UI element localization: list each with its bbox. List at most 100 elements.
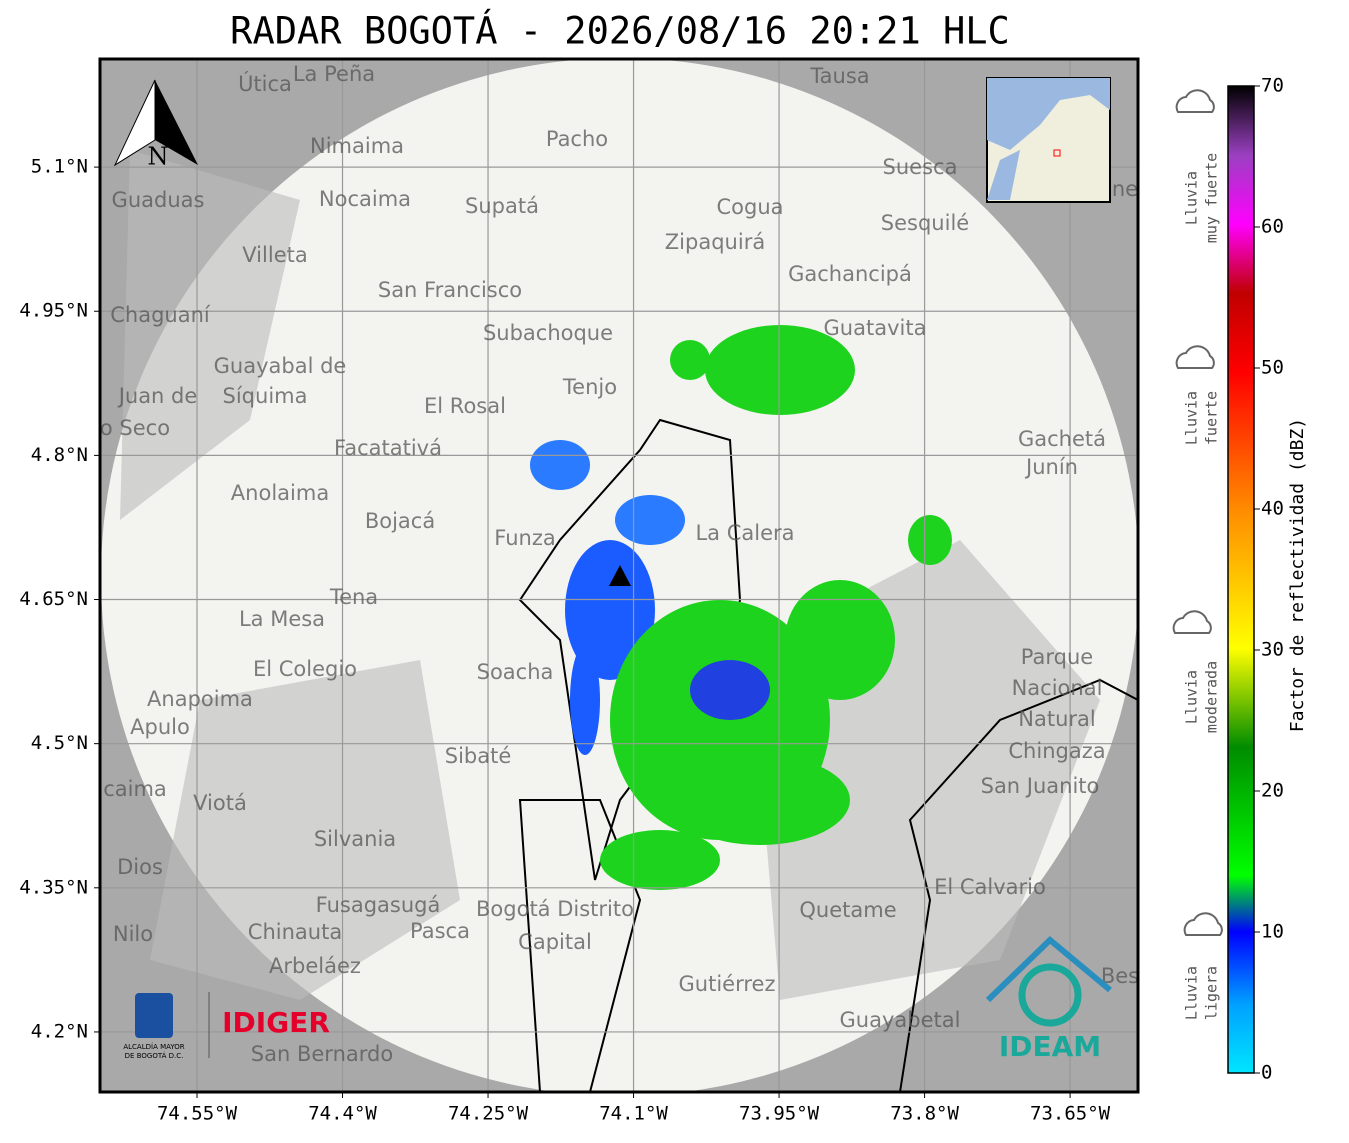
place-name: Pasca	[410, 919, 470, 943]
place-name: Guaduas	[112, 188, 205, 212]
rain-category: fuerte	[1203, 391, 1221, 445]
x-tick-label: 74.4°W	[308, 1103, 377, 1125]
colorbar-tick-label: 0	[1261, 1062, 1272, 1084]
place-name: Chaguaní	[110, 303, 211, 327]
place-name: Fusagasugá	[316, 893, 441, 917]
place-name: Nilo	[113, 922, 153, 946]
x-tick-label: 74.55°W	[157, 1103, 238, 1125]
logo-text: DE BOGOTÁ D.C.	[125, 1051, 184, 1060]
place-name: El Colegio	[253, 657, 357, 681]
place-name: Parque	[1021, 645, 1093, 669]
radar-echoes	[530, 325, 952, 890]
north-arrow	[155, 80, 198, 165]
place-name: Bogotá Distrito	[476, 897, 634, 921]
place-name: Bojacá	[365, 509, 435, 533]
place-name: o Seco	[100, 416, 170, 440]
rain-category: Lluvia	[1183, 966, 1201, 1020]
place-name: Sibaté	[445, 744, 512, 768]
inset-sea	[987, 150, 1020, 200]
place-name: Guatavita	[824, 316, 927, 340]
idiger-logo: IDIGER	[222, 1006, 330, 1039]
place-name: Gutiérrez	[679, 972, 776, 996]
place-name: Guayabetal	[840, 1008, 961, 1032]
place-name: Facatativá	[334, 436, 442, 460]
place-name: Síquima	[223, 384, 308, 408]
place-name: La Calera	[695, 521, 794, 545]
rain-category: Lluvia	[1183, 391, 1201, 445]
x-tick-label: 74.1°W	[599, 1103, 668, 1125]
place-name: El Rosal	[424, 394, 506, 418]
y-tick-label: 4.35°N	[19, 876, 88, 898]
rain-category: Lluvia	[1183, 670, 1201, 724]
terrain	[120, 150, 1100, 1000]
place-name: Dios	[117, 855, 163, 879]
y-tick-label: 4.5°N	[31, 732, 88, 754]
place-name: San Francisco	[378, 278, 522, 302]
place-name: caima	[103, 777, 167, 801]
place-name: San Bernardo	[251, 1042, 393, 1066]
radar-site	[609, 565, 631, 586]
place-name: ne	[1112, 177, 1138, 201]
place-name: Guayabal de	[214, 354, 347, 378]
place-name: Suesca	[883, 155, 958, 179]
y-tick-label: 5.1°N	[31, 156, 88, 178]
y-tick-label: 4.95°N	[19, 300, 88, 322]
place-name: Arbeláez	[269, 954, 361, 978]
place-name: La Peña	[293, 62, 375, 86]
place-name: Cogua	[716, 195, 783, 219]
colorbar-tick-label: 30	[1261, 639, 1284, 661]
colorbar-tick-label: 40	[1261, 498, 1284, 520]
place-name: Villeta	[242, 243, 307, 267]
place-name: Gachancipá	[788, 262, 912, 286]
place-name: Funza	[494, 526, 555, 550]
place-name: San Juanito	[981, 774, 1100, 798]
place-name: Soacha	[477, 660, 554, 684]
place-name: La Mesa	[239, 607, 325, 631]
place-name: Anolaima	[231, 481, 329, 505]
rain-category: moderada	[1203, 661, 1221, 733]
x-tick-label: 74.25°W	[448, 1103, 529, 1125]
place-name: Supatá	[465, 194, 539, 218]
rain-category: ligera	[1203, 966, 1221, 1020]
inset-marker	[1053, 149, 1061, 157]
place-name: Tena	[329, 585, 378, 609]
y-tick-label: 4.8°N	[31, 444, 88, 466]
title: RADAR BOGOTÁ - 2026/08/16 20:21 HLC	[230, 9, 1010, 53]
place-name: Nocaima	[319, 187, 411, 211]
place-name: Zipaquirá	[665, 230, 765, 254]
colorbar-tick-label: 10	[1261, 921, 1284, 943]
place-name: Juan de	[117, 384, 198, 408]
place-name: Subachoque	[483, 321, 613, 345]
ideam-swirl	[1018, 963, 1082, 1027]
logo-text: ALCALDÍA MAYOR	[123, 1042, 184, 1051]
ideam-logo: IDEAM	[999, 1030, 1101, 1063]
north-label: N	[148, 143, 169, 171]
place-name: Natural	[1018, 707, 1095, 731]
place-name: Quetame	[799, 898, 896, 922]
colorbar-tick-label: 60	[1261, 216, 1284, 238]
place-name: Capital	[518, 930, 592, 954]
place-name: Silvania	[314, 827, 396, 851]
boundary	[518, 418, 742, 881]
place-name: Apulo	[130, 715, 190, 739]
colorbar-tick-label: 70	[1261, 75, 1284, 97]
colorbar-label: Factor de reflectividad (dBZ)	[1287, 418, 1308, 732]
colorbar-tick-label: 20	[1261, 780, 1284, 802]
x-tick-label: 73.65°W	[1030, 1103, 1111, 1125]
legend-icons	[1172, 89, 1223, 936]
x-tick-label: 73.8°W	[890, 1103, 959, 1125]
place-name: Anapoima	[147, 687, 253, 711]
place-name: Tausa	[809, 64, 869, 88]
place-name: Viotá	[193, 791, 247, 815]
rain-category: Lluvia	[1183, 171, 1201, 225]
rain-category: muy fuerte	[1203, 153, 1221, 243]
place-name: Chingaza	[1008, 739, 1105, 763]
place-name: Pacho	[546, 127, 608, 151]
x-tick-label: 73.95°W	[739, 1103, 820, 1125]
y-tick-label: 4.65°N	[19, 588, 88, 610]
map-frame	[98, 57, 1140, 1094]
colorbar	[1227, 85, 1255, 1074]
ideam-roof	[985, 935, 1112, 1003]
place-name: Tenjo	[562, 375, 617, 399]
